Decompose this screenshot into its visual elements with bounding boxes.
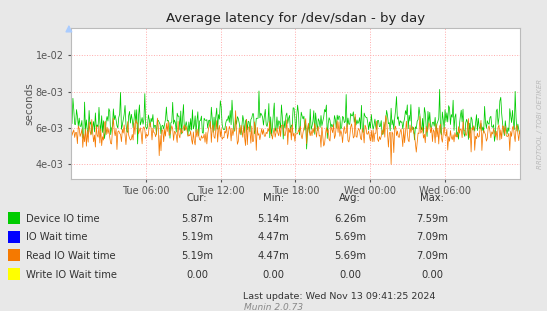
Text: 6.26m: 6.26m xyxy=(334,214,366,224)
Text: 0.00: 0.00 xyxy=(339,270,361,280)
Text: IO Wait time: IO Wait time xyxy=(26,232,88,242)
Text: 5.19m: 5.19m xyxy=(181,251,213,261)
Y-axis label: seconds: seconds xyxy=(24,82,34,125)
Text: 0.00: 0.00 xyxy=(421,270,443,280)
Text: 7.09m: 7.09m xyxy=(416,251,448,261)
Title: Average latency for /dev/sdan - by day: Average latency for /dev/sdan - by day xyxy=(166,12,425,26)
Text: 7.59m: 7.59m xyxy=(416,214,448,224)
Text: 5.14m: 5.14m xyxy=(258,214,289,224)
Text: Min:: Min: xyxy=(263,193,284,202)
Text: 0.00: 0.00 xyxy=(186,270,208,280)
Text: 5.87m: 5.87m xyxy=(181,214,213,224)
Text: Max:: Max: xyxy=(420,193,444,202)
Text: 4.47m: 4.47m xyxy=(258,232,289,242)
Text: Avg:: Avg: xyxy=(339,193,361,202)
Text: 5.69m: 5.69m xyxy=(334,251,366,261)
Text: Write IO Wait time: Write IO Wait time xyxy=(26,270,117,280)
Text: Cur:: Cur: xyxy=(187,193,207,202)
Text: Last update: Wed Nov 13 09:41:25 2024: Last update: Wed Nov 13 09:41:25 2024 xyxy=(243,292,435,300)
Text: 0.00: 0.00 xyxy=(263,270,284,280)
Text: Read IO Wait time: Read IO Wait time xyxy=(26,251,116,261)
Text: 5.19m: 5.19m xyxy=(181,232,213,242)
Text: 7.09m: 7.09m xyxy=(416,232,448,242)
Text: Munin 2.0.73: Munin 2.0.73 xyxy=(244,304,303,311)
Text: Device IO time: Device IO time xyxy=(26,214,100,224)
Text: 5.69m: 5.69m xyxy=(334,232,366,242)
Text: RRDTOOL / TOBI OETIKER: RRDTOOL / TOBI OETIKER xyxy=(537,79,543,169)
Text: 4.47m: 4.47m xyxy=(258,251,289,261)
